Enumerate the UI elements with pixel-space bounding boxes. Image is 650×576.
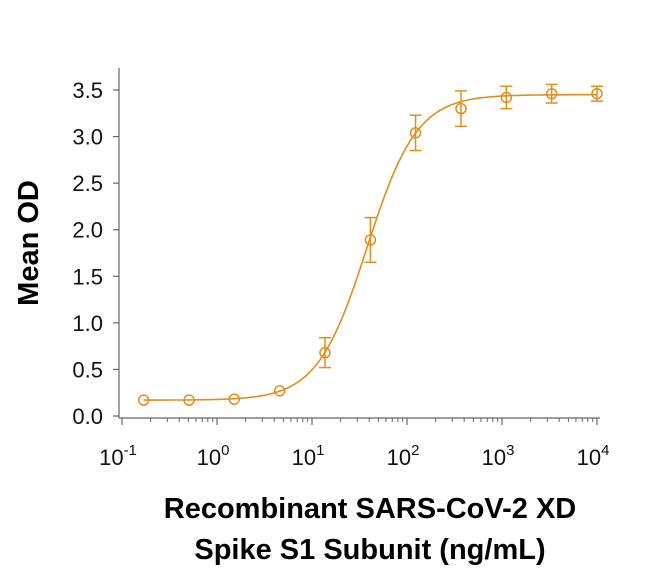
data-point bbox=[228, 393, 241, 405]
data-point bbox=[137, 394, 150, 406]
data-point bbox=[183, 394, 195, 406]
data-point bbox=[318, 337, 331, 369]
y-tick-label: 1.0 bbox=[72, 311, 103, 336]
y-tick-labels: 0.0 0.5 1.0 1.5 2.0 2.5 3.0 3.5 bbox=[72, 78, 103, 429]
y-tick-label: 0.0 bbox=[72, 404, 103, 429]
point-marker bbox=[409, 127, 422, 139]
y-tick-label: 2.0 bbox=[72, 218, 103, 243]
y-tick-label: 3.0 bbox=[72, 125, 103, 150]
y-tick-label: 2.5 bbox=[72, 171, 103, 196]
x-tick-labels: 10-1 100 101 102 103 104 bbox=[99, 442, 609, 470]
point-marker bbox=[545, 87, 558, 100]
x-tick-label: 102 bbox=[387, 442, 420, 470]
data-point bbox=[591, 85, 603, 102]
data-point bbox=[409, 114, 422, 152]
data-point bbox=[454, 90, 467, 128]
point-marker bbox=[228, 393, 241, 405]
point-marker bbox=[319, 346, 331, 359]
point-marker bbox=[137, 394, 150, 406]
data-point bbox=[500, 85, 513, 110]
axes bbox=[113, 68, 600, 425]
x-tick-label: 100 bbox=[197, 442, 230, 470]
data-point bbox=[364, 216, 377, 264]
data-point bbox=[273, 385, 286, 397]
x-tick-label: 104 bbox=[577, 442, 610, 470]
x-tick-label: 101 bbox=[292, 442, 325, 470]
point-marker bbox=[364, 234, 377, 246]
point-marker bbox=[455, 102, 467, 115]
y-tick-label: 3.5 bbox=[72, 78, 103, 103]
data-point bbox=[545, 83, 558, 104]
x-tick-label: 103 bbox=[482, 442, 515, 470]
x-tick-label: 10-1 bbox=[99, 442, 137, 470]
point-marker bbox=[500, 91, 513, 104]
point-marker bbox=[591, 87, 603, 100]
data-points bbox=[137, 83, 603, 406]
point-marker bbox=[183, 394, 195, 406]
y-tick-label: 1.5 bbox=[72, 264, 103, 289]
y-axis-label: Mean OD bbox=[13, 180, 45, 306]
x-axis-label-line2: Spike S1 Subunit (ng/mL) bbox=[194, 534, 545, 566]
x-axis-label-line1: Recombinant SARS-CoV-2 XD bbox=[164, 493, 577, 525]
y-tick-label: 0.5 bbox=[72, 357, 103, 382]
point-marker bbox=[273, 385, 286, 397]
